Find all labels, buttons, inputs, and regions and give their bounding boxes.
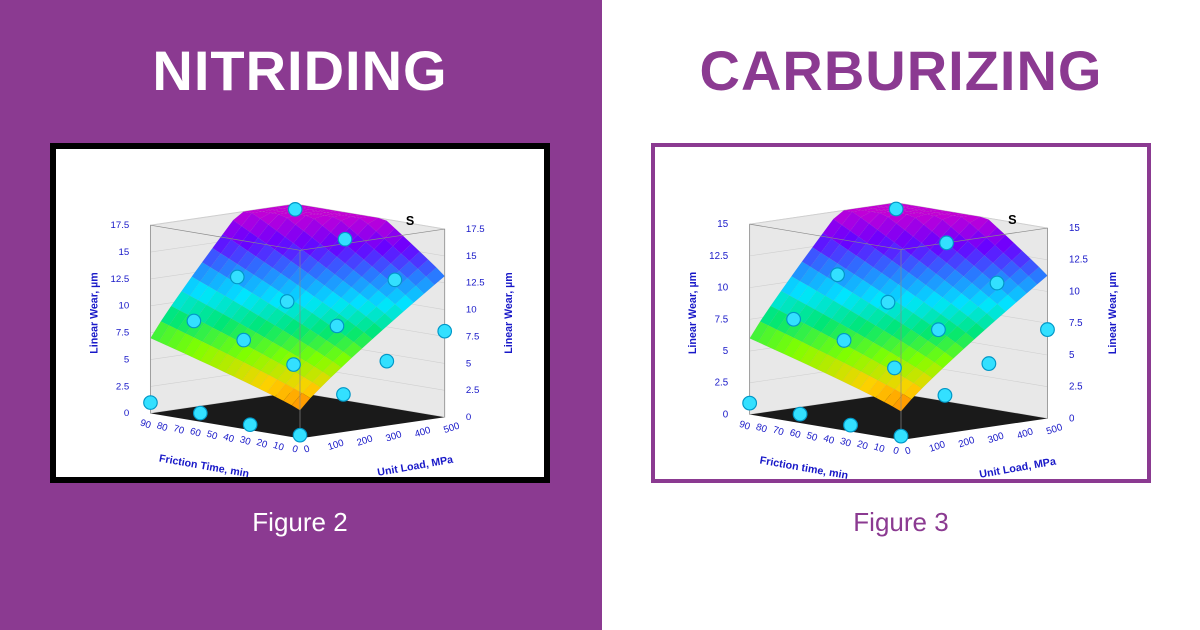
svg-text:10: 10 [1069,286,1080,297]
svg-text:17.5: 17.5 [111,220,130,231]
svg-text:2.5: 2.5 [116,381,129,392]
svg-text:0: 0 [723,409,729,420]
svg-text:7.5: 7.5 [715,314,729,325]
svg-text:7.5: 7.5 [116,328,129,339]
svg-text:70: 70 [172,423,186,437]
svg-text:0: 0 [124,408,129,419]
svg-text:12.5: 12.5 [1069,255,1089,266]
svg-text:Unit Load, MPa: Unit Load, MPa [376,454,454,477]
svg-text:2.5: 2.5 [1069,382,1083,393]
svg-text:Linear Wear, µm: Linear Wear, µm [503,272,515,353]
svg-text:5: 5 [466,358,471,369]
svg-text:5: 5 [124,354,129,365]
left-chart-frame: 0 2.5 5 7.5 10 12.5 15 17.5 0 2.5 5 7.5 10 12.5 15 17.5… [50,143,550,483]
svg-text:30: 30 [238,434,252,448]
svg-text:15: 15 [1069,223,1080,234]
right-title: CARBURIZING [700,38,1103,103]
svg-text:5: 5 [723,346,729,357]
svg-text:300: 300 [384,429,403,444]
svg-text:10: 10 [717,283,728,294]
svg-text:0: 0 [904,445,913,457]
svg-text:0: 0 [291,443,299,455]
svg-text:10: 10 [119,301,130,312]
svg-text:90: 90 [738,419,752,433]
svg-text:7.5: 7.5 [1069,318,1083,329]
left-3d-surface-chart: 0 2.5 5 7.5 10 12.5 15 17.5 0 2.5 5 7.5 10 12.5 15 17.5… [56,149,544,477]
svg-text:200: 200 [957,435,976,451]
svg-text:80: 80 [155,420,169,434]
svg-text:Unit Load, MPa: Unit Load, MPa [978,455,1057,479]
svg-text:60: 60 [189,426,203,440]
svg-text:100: 100 [327,438,346,453]
svg-text:40: 40 [822,433,836,447]
svg-text:Linear Wear, µm: Linear Wear, µm [687,272,699,354]
svg-text:Linear Wear, µm: Linear Wear, µm [88,272,100,353]
svg-text:500: 500 [442,421,461,436]
svg-text:2.5: 2.5 [715,378,729,389]
svg-text:10: 10 [466,305,477,316]
svg-text:30: 30 [839,436,853,450]
svg-text:2.5: 2.5 [466,385,479,396]
right-caption: Figure 3 [853,507,948,538]
svg-text:15: 15 [717,219,728,230]
svg-text:20: 20 [855,439,869,453]
svg-text:50: 50 [805,430,819,444]
svg-text:Friction Time, min: Friction Time, min [158,453,250,477]
svg-text:12.5: 12.5 [709,251,729,262]
svg-text:12.5: 12.5 [466,278,485,289]
svg-text:20: 20 [255,437,269,451]
svg-text:Linear Wear, µm: Linear Wear, µm [1107,272,1119,354]
svg-text:100: 100 [928,439,947,455]
right-chart-frame: 02.557.51012.51502.557.51012.51501020304… [651,143,1151,483]
svg-text:0: 0 [1069,413,1075,424]
svg-text:200: 200 [355,433,374,448]
svg-text:500: 500 [1045,422,1064,438]
svg-text:Friction time, min: Friction time, min [759,455,849,479]
svg-text:300: 300 [986,430,1005,446]
svg-text:400: 400 [1016,426,1035,442]
svg-text:S: S [1008,213,1016,227]
svg-text:12.5: 12.5 [111,274,130,285]
svg-text:15: 15 [119,247,130,258]
svg-text:17.5: 17.5 [466,224,485,235]
svg-text:60: 60 [788,427,802,441]
svg-text:5: 5 [1069,350,1075,361]
svg-text:10: 10 [272,440,286,454]
svg-text:S: S [406,214,414,228]
svg-text:40: 40 [222,432,236,446]
svg-text:10: 10 [872,442,886,456]
svg-text:80: 80 [755,422,769,436]
svg-text:0: 0 [892,445,901,457]
svg-text:15: 15 [466,251,477,262]
svg-text:400: 400 [413,425,432,440]
right-panel: CARBURIZING 0 2.5 5 7.5 10 12.5 15 0 2.5 5 7.5 10 12… [600,0,1200,630]
svg-text:0: 0 [303,443,311,455]
svg-text:90: 90 [139,418,153,432]
left-caption: Figure 2 [252,507,347,538]
right-3d-surface-chart: 02.557.51012.51502.557.51012.51501020304… [655,147,1147,479]
svg-text:7.5: 7.5 [466,331,479,342]
svg-text:0: 0 [466,412,471,423]
svg-text:50: 50 [205,429,219,443]
svg-text:70: 70 [771,425,785,439]
left-panel: NITRIDING 0 2.5 5 7.5 10 12.5 15 17.5 0 2.5 5 7.5 10… [0,0,600,630]
left-title: NITRIDING [152,38,447,103]
